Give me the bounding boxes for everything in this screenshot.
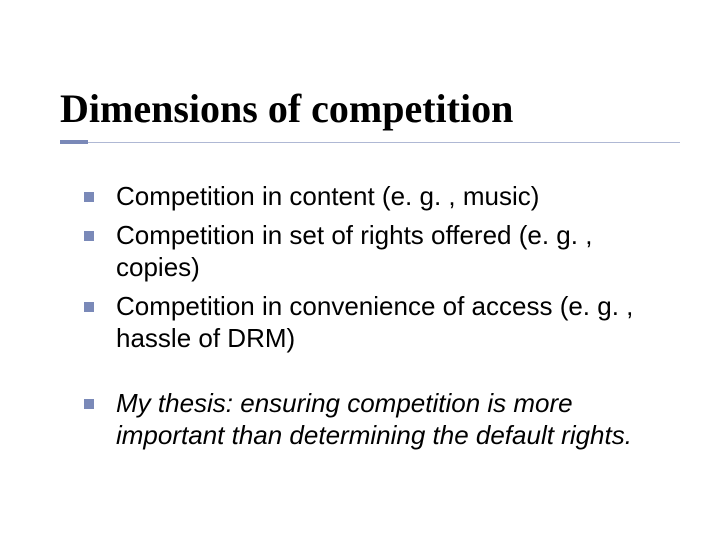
- list-item: Competition in set of rights offered (e.…: [60, 219, 680, 284]
- list-item: My thesis: ensuring competition is more …: [60, 387, 680, 452]
- slide-title: Dimensions of competition: [60, 88, 680, 130]
- list-item-text: My thesis: ensuring competition is more …: [116, 388, 632, 451]
- bullet-list-1: Competition in content (e. g. , music) C…: [60, 180, 680, 355]
- list-item: Competition in content (e. g. , music): [60, 180, 680, 213]
- slide: Dimensions of competition Competition in…: [0, 0, 720, 540]
- vertical-gap: [60, 361, 680, 387]
- list-item: Competition in convenience of access (e.…: [60, 290, 680, 355]
- list-item-text: Competition in content (e. g. , music): [116, 181, 539, 211]
- square-bullet-icon: [84, 399, 94, 409]
- bullet-list-2: My thesis: ensuring competition is more …: [60, 387, 680, 452]
- square-bullet-icon: [84, 231, 94, 241]
- title-block: Dimensions of competition: [60, 88, 680, 130]
- list-item-text: Competition in set of rights offered (e.…: [116, 220, 592, 283]
- body-block: Competition in content (e. g. , music) C…: [60, 180, 680, 458]
- list-item-text: Competition in convenience of access (e.…: [116, 291, 633, 354]
- square-bullet-icon: [84, 302, 94, 312]
- title-rule: [88, 142, 680, 143]
- title-accent-bar: [60, 140, 88, 144]
- square-bullet-icon: [84, 192, 94, 202]
